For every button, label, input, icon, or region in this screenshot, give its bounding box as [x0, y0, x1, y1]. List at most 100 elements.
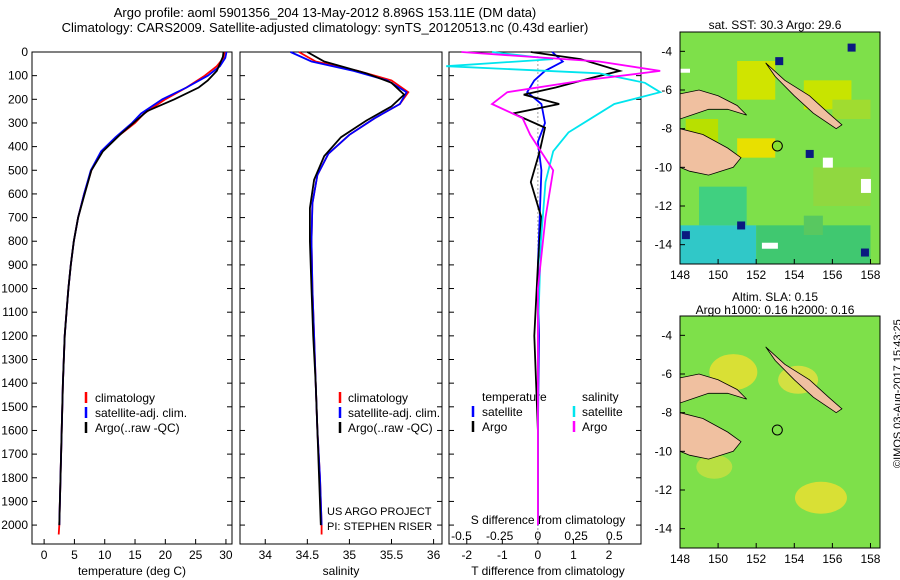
- sst-missing-pixel: [761, 242, 778, 249]
- sst-patch: [803, 215, 823, 235]
- diff-xtick-label: 2: [606, 548, 613, 562]
- sla-lon-tick-label: 158: [860, 552, 880, 566]
- diff-xtick-label: 1: [570, 548, 577, 562]
- legend3-temperature-heading: temperature: [482, 390, 547, 404]
- sla-lat-tick-label: -8: [661, 406, 672, 420]
- depth-tick-label: 1400: [1, 376, 28, 390]
- sla-lat-tick-label: -14: [655, 522, 673, 536]
- project-line2: PI: STEPHEN RISER: [327, 521, 432, 533]
- sst-lat-tick-label: -4: [661, 44, 672, 58]
- legend3-temp-argo-label: Argo: [482, 420, 508, 434]
- sst-map-title: sat. SST: 30.3 Argo: 29.6: [708, 18, 842, 32]
- depth-tick-label: 1300: [1, 353, 28, 367]
- diff-xtick-label: -1: [497, 548, 508, 562]
- sal-series-argo-raw-qc-: [306, 51, 406, 526]
- temp-series-argo-raw-qc-: [58, 51, 225, 526]
- sst-cold-pixel: [775, 57, 784, 66]
- legend3-salinity-heading: salinity: [582, 390, 619, 404]
- temp-series-satellite-adj-clim-: [58, 51, 228, 526]
- sst-lon-tick-label: 154: [784, 268, 804, 282]
- sla-island: [765, 346, 843, 414]
- sst-cold-pixel: [847, 43, 856, 52]
- depth-tick-label: 1600: [1, 423, 28, 437]
- diff-series-salinity-satellite: [446, 51, 663, 526]
- sst-lon-tick-label: 156: [822, 268, 842, 282]
- sst-patch: [737, 138, 776, 158]
- sla-anomaly-blob: [794, 481, 847, 514]
- depth-tick-label: 0: [21, 45, 28, 59]
- sst-lon-tick-label: 148: [670, 268, 690, 282]
- sst-lon-tick-label: 158: [860, 268, 880, 282]
- sst-cold-pixel: [681, 231, 690, 240]
- temperature-panel-frame: [31, 51, 233, 545]
- sla-argo-marker: [771, 424, 783, 436]
- sla-lon-tick-label: 152: [746, 552, 766, 566]
- diff-xtick-label: -2: [461, 548, 472, 562]
- sla-lon-tick-label: 150: [708, 552, 728, 566]
- salinity-xlabel: salinity: [323, 564, 360, 578]
- project-line1: US ARGO PROJECT: [327, 506, 432, 518]
- sla-map-title-line1: Altim. SLA: 0.15: [731, 290, 819, 304]
- temperature-xlabel: temperature (deg C): [78, 564, 186, 578]
- depth-tick-label: 1000: [1, 282, 28, 296]
- sla-lon-tick-label: 148: [670, 552, 690, 566]
- sst-lat-tick-label: -10: [655, 160, 673, 174]
- legend3-sal-argo-label: Argo: [582, 420, 608, 434]
- sal-series-climatology: [298, 51, 410, 535]
- depth-tick-label: 400: [8, 140, 28, 154]
- sst-argo-marker: [771, 140, 783, 152]
- depth-tick-label: 1800: [1, 471, 28, 485]
- sal-diff-tick-label: 0.25: [564, 529, 588, 543]
- sal-diff-tick-label: -0.25: [486, 529, 514, 543]
- sla-landmass: [680, 412, 742, 460]
- depth-tick-label: 300: [8, 116, 28, 130]
- sst-missing-pixel: [680, 68, 690, 73]
- sla-map-title-line2: Argo h1000: 0.16 h2000: 0.16: [695, 303, 855, 317]
- sal-diff-tick-label: -0.5: [451, 529, 472, 543]
- sst-lat-tick-label: -12: [655, 199, 673, 213]
- legend1-climatology-label: climatology: [95, 391, 155, 405]
- sst-missing-pixel: [822, 157, 833, 168]
- difference-panel-frame: [448, 51, 642, 545]
- sla-map: [680, 346, 847, 514]
- sla-lat-tick-label: -4: [661, 328, 672, 342]
- sst-cold-pixel: [805, 149, 814, 158]
- sal-xtick-label: 35.5: [380, 548, 404, 562]
- depth-tick-label: 600: [8, 187, 28, 201]
- sst-map: [680, 43, 871, 264]
- sst-cold-pixel: [860, 248, 869, 257]
- sst-lon-tick-label: 150: [708, 268, 728, 282]
- sla-lat-tick-label: -10: [655, 444, 673, 458]
- depth-tick-label: 700: [8, 211, 28, 225]
- sal-series-satellite-adj-clim-: [290, 51, 408, 526]
- temp-xtick-label: 0: [41, 548, 48, 562]
- sla-anomaly-blob: [696, 454, 733, 479]
- depth-tick-label: 200: [8, 92, 28, 106]
- sla-map-frame: [679, 315, 881, 549]
- temp-xtick-label: 15: [128, 548, 142, 562]
- depth-tick-label: 1200: [1, 329, 28, 343]
- title-line1: Argo profile: aoml 5901356_204 13-May-20…: [113, 5, 537, 20]
- legend2-argo-label: Argo(..raw -QC): [348, 421, 433, 435]
- temp-xtick-label: 25: [189, 548, 203, 562]
- diff-series-salinity-argo: [461, 51, 661, 526]
- sla-lat-tick-label: -6: [661, 367, 672, 381]
- sst-lon-tick-label: 152: [746, 268, 766, 282]
- depth-tick-label: 100: [8, 69, 28, 83]
- depth-tick-label: 1900: [1, 494, 28, 508]
- depth-tick-label: 800: [8, 234, 28, 248]
- depth-tick-label: 1700: [1, 447, 28, 461]
- sst-map-frame: [679, 31, 881, 265]
- legend1-satellite-label: satellite-adj. clim.: [95, 406, 187, 420]
- depth-tick-label: 2000: [1, 518, 28, 532]
- temp-xtick-label: 30: [219, 548, 233, 562]
- depth-tick-label: 1500: [1, 400, 28, 414]
- sst-lat-tick-label: -6: [661, 83, 672, 97]
- depth-tick-label: 1100: [2, 305, 28, 319]
- depth-tick-label: 500: [8, 163, 28, 177]
- diff-xtick-label: 0: [535, 548, 542, 562]
- sst-lat-tick-label: -14: [655, 238, 673, 252]
- legend3-temp-satellite-label: satellite: [482, 405, 523, 419]
- sal-xtick-label: 34.5: [296, 548, 320, 562]
